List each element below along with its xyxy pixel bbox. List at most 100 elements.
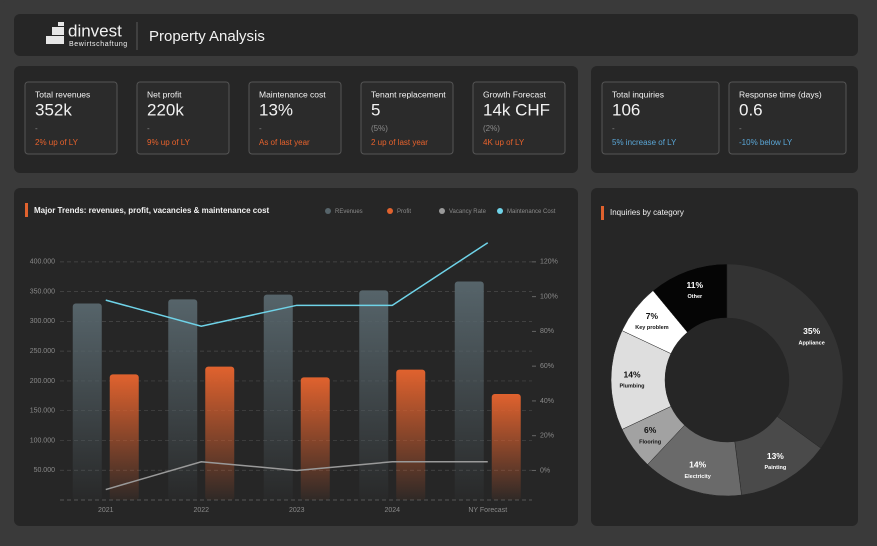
x-tick-label: 2022 bbox=[193, 507, 209, 514]
y-tick-label: 350.000 bbox=[30, 288, 55, 295]
y-tick-label: 150.000 bbox=[30, 408, 55, 415]
kpi-change: 5% increase of LY bbox=[612, 138, 677, 147]
legend-label: Profit bbox=[397, 209, 411, 215]
legend-label: REvenues bbox=[335, 209, 363, 215]
category-label: Flooring bbox=[639, 439, 661, 445]
bar bbox=[396, 369, 426, 500]
kpi-note: - bbox=[35, 124, 38, 133]
chart-title: Inquiries by category bbox=[610, 208, 684, 217]
logo-shape bbox=[58, 22, 64, 26]
logo: dinvest bbox=[68, 21, 122, 40]
value-label: 14% bbox=[689, 460, 706, 470]
kpi-label: Maintenance cost bbox=[259, 89, 326, 99]
legend-marker bbox=[497, 208, 503, 214]
value-label: 11% bbox=[687, 280, 704, 290]
y2-tick-label: 20% bbox=[540, 433, 554, 440]
legend-marker bbox=[439, 208, 445, 214]
bar bbox=[168, 299, 198, 500]
legend-label: Maintenance Cost bbox=[507, 209, 556, 215]
kpi-label: Tenant replacement bbox=[371, 89, 446, 99]
kpi-change: As of last year bbox=[259, 138, 310, 147]
value-label: 6% bbox=[644, 425, 657, 435]
kpi-value: 352k bbox=[35, 100, 72, 119]
page-title: Property Analysis bbox=[149, 28, 265, 45]
category-label: Other bbox=[687, 294, 703, 300]
donut-slice bbox=[726, 263, 844, 449]
kpi-card bbox=[248, 81, 342, 155]
kpi-value: 220k bbox=[147, 100, 184, 119]
kpi-value: 106 bbox=[612, 100, 640, 119]
kpi-note: - bbox=[612, 124, 615, 133]
value-label: 35% bbox=[803, 326, 820, 336]
kpi-note: (5%) bbox=[371, 124, 388, 133]
line bbox=[105, 460, 488, 491]
y2-tick-label: 60% bbox=[540, 363, 554, 370]
kpi-note: - bbox=[259, 124, 262, 133]
y-tick-label: 400.000 bbox=[30, 259, 55, 266]
chart-panel bbox=[14, 188, 578, 526]
kpi-card bbox=[24, 81, 118, 155]
category-label: Appliance bbox=[798, 340, 824, 346]
logo-icon bbox=[46, 22, 64, 44]
y2-tick-label: 0% bbox=[540, 467, 550, 474]
kpi-label: Growth Forecast bbox=[483, 89, 546, 99]
bar bbox=[72, 303, 102, 500]
value-label: 14% bbox=[623, 369, 640, 379]
kpi-label: Response time (days) bbox=[739, 89, 822, 99]
logo-shape bbox=[52, 27, 64, 35]
bar bbox=[263, 294, 293, 500]
kpi-card bbox=[136, 81, 230, 155]
kpi-label: Total inquiries bbox=[612, 89, 664, 99]
value-label: 7% bbox=[646, 311, 659, 321]
bar bbox=[491, 394, 521, 500]
line bbox=[105, 242, 489, 327]
value-label: 13% bbox=[767, 451, 784, 461]
y2-tick-label: 40% bbox=[540, 398, 554, 405]
y-tick-label: 50.000 bbox=[34, 467, 56, 474]
kpi-value: 0.6 bbox=[739, 100, 763, 119]
legend-marker bbox=[387, 208, 393, 214]
kpi-note: - bbox=[147, 124, 150, 133]
kpi-label: Net profit bbox=[147, 89, 182, 99]
kpi-card bbox=[472, 81, 566, 155]
kpi-note: - bbox=[739, 124, 742, 133]
kpi-value: 5 bbox=[371, 100, 380, 119]
y-tick-label: 300.000 bbox=[30, 318, 55, 325]
kpi-card bbox=[728, 81, 847, 155]
bar bbox=[300, 377, 330, 500]
kpi-note: (2%) bbox=[483, 124, 500, 133]
x-tick-label: NY Forecast bbox=[468, 507, 507, 514]
kpi-change: 2 up of last year bbox=[371, 138, 428, 147]
y2-tick-label: 100% bbox=[540, 293, 558, 300]
category-label: Key problem bbox=[635, 325, 668, 331]
y-tick-label: 250.000 bbox=[30, 348, 55, 355]
kpi-change: 9% up of LY bbox=[147, 138, 191, 147]
x-tick-label: 2021 bbox=[98, 507, 114, 514]
kpi-change: 2% up of LY bbox=[35, 138, 79, 147]
category-label: Painting bbox=[765, 465, 787, 471]
donut-slice bbox=[652, 263, 728, 333]
bar bbox=[109, 374, 139, 500]
legend-marker bbox=[325, 208, 331, 214]
chart-title: Major Trends: revenues, profit, vacancie… bbox=[34, 206, 270, 215]
kpi-change: 4K up of LY bbox=[483, 138, 525, 147]
y2-tick-label: 120% bbox=[540, 259, 558, 266]
kpi-card bbox=[360, 81, 454, 155]
category-label: Plumbing bbox=[619, 383, 644, 389]
kpi-change: -10% below LY bbox=[739, 138, 793, 147]
bar bbox=[205, 366, 235, 500]
legend-label: Vacancy Rate bbox=[449, 209, 487, 215]
y-tick-label: 100.000 bbox=[30, 437, 55, 444]
kpi-card bbox=[601, 81, 720, 155]
logo-shape bbox=[46, 36, 64, 44]
kpi-label: Total revenues bbox=[35, 89, 90, 99]
y2-tick-label: 80% bbox=[540, 328, 554, 335]
header-panel bbox=[14, 14, 858, 56]
title-accent bbox=[25, 203, 28, 217]
title-accent bbox=[601, 206, 604, 220]
logo-subtitle: Bewirtschaftung bbox=[69, 41, 128, 48]
bar bbox=[359, 290, 389, 500]
x-tick-label: 2023 bbox=[289, 507, 305, 514]
